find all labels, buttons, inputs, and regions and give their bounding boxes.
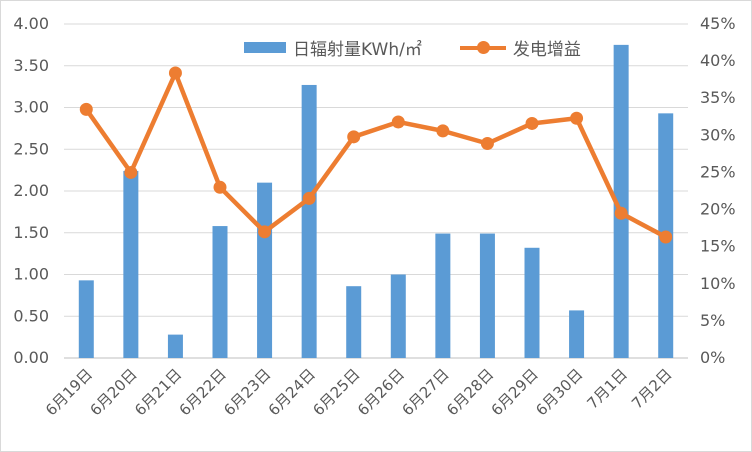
left-axis-tick-label: 3.50 bbox=[13, 56, 49, 75]
line-marker bbox=[391, 115, 405, 129]
line-marker bbox=[347, 130, 361, 144]
legend: 日辐射量KWh/㎡ 发电增益 bbox=[244, 35, 581, 60]
bar bbox=[78, 280, 94, 358]
bar bbox=[390, 274, 406, 358]
line-marker bbox=[659, 230, 673, 244]
legend-item-gain: 发电增益 bbox=[459, 35, 581, 60]
legend-item-radiation: 日辐射量KWh/㎡ bbox=[244, 35, 422, 60]
line-marker bbox=[79, 102, 93, 116]
x-axis-tick-label: 6月23日 bbox=[220, 365, 274, 419]
right-axis-tick-label: 40% bbox=[700, 51, 736, 70]
right-axis-tick-label: 5% bbox=[700, 311, 725, 330]
x-axis-tick-label: 7月2日 bbox=[628, 365, 675, 412]
x-axis-tick-label: 7月1日 bbox=[584, 365, 631, 412]
line-marker bbox=[614, 206, 628, 220]
right-axis-tick-label: 20% bbox=[700, 200, 736, 219]
bar bbox=[167, 334, 183, 358]
x-axis-tick-label: 6月19日 bbox=[42, 365, 96, 419]
x-axis-tick-label: 6月24日 bbox=[265, 365, 319, 419]
bar bbox=[212, 226, 228, 358]
bar bbox=[569, 310, 585, 358]
line-marker bbox=[302, 191, 316, 205]
bar-series-swatch-icon bbox=[244, 42, 286, 53]
left-axis-tick-label: 1.50 bbox=[13, 223, 49, 242]
bar bbox=[346, 286, 362, 358]
right-axis-tick-label: 45% bbox=[700, 14, 736, 33]
x-axis-tick-label: 6月22日 bbox=[176, 365, 230, 419]
x-axis-tick-label: 6月21日 bbox=[131, 365, 185, 419]
left-axis-tick-label: 3.00 bbox=[13, 98, 49, 117]
bar bbox=[613, 44, 629, 358]
left-axis-tick-label: 2.50 bbox=[13, 139, 49, 158]
line-marker bbox=[570, 111, 584, 125]
x-axis-tick-label: 6月26日 bbox=[354, 365, 408, 419]
line-marker bbox=[124, 165, 138, 179]
x-axis-tick-label: 6月27日 bbox=[398, 365, 452, 419]
line-marker bbox=[213, 180, 227, 194]
line-marker bbox=[525, 116, 539, 130]
right-axis-tick-label: 35% bbox=[700, 88, 736, 107]
line-series-swatch-icon bbox=[459, 41, 506, 55]
line-swatch-marker-icon bbox=[476, 41, 490, 54]
bar bbox=[479, 233, 495, 358]
line-marker bbox=[168, 66, 182, 80]
line-marker bbox=[480, 136, 494, 150]
left-axis-tick-label: 0.00 bbox=[13, 348, 49, 367]
line-marker bbox=[258, 225, 272, 239]
x-axis-tick-label: 6月29日 bbox=[488, 365, 542, 419]
bar bbox=[435, 233, 451, 358]
bar bbox=[524, 247, 540, 358]
x-axis-tick-label: 6月20日 bbox=[86, 365, 140, 419]
line-marker bbox=[436, 124, 450, 138]
left-axis-tick-label: 1.00 bbox=[13, 265, 49, 284]
right-axis-tick-label: 30% bbox=[700, 125, 736, 144]
bar bbox=[301, 84, 317, 358]
left-axis-tick-label: 0.50 bbox=[13, 306, 49, 325]
legend-label-gain: 发电增益 bbox=[512, 40, 581, 60]
right-axis-tick-label: 0% bbox=[700, 348, 725, 367]
line-series bbox=[84, 70, 667, 240]
x-axis-tick-label: 6月28日 bbox=[443, 365, 497, 419]
left-axis-tick-label: 2.00 bbox=[13, 181, 49, 200]
right-axis-tick-label: 15% bbox=[700, 237, 736, 256]
x-axis-tick-label: 6月25日 bbox=[309, 365, 363, 419]
right-axis-tick-label: 25% bbox=[700, 162, 736, 181]
bar bbox=[257, 182, 273, 358]
legend-label-radiation: 日辐射量KWh/㎡ bbox=[293, 40, 422, 60]
x-axis-tick-label: 6月30日 bbox=[532, 365, 586, 419]
bar bbox=[123, 170, 139, 358]
right-axis-tick-label: 10% bbox=[700, 274, 736, 293]
left-axis-tick-label: 4.00 bbox=[13, 14, 49, 33]
